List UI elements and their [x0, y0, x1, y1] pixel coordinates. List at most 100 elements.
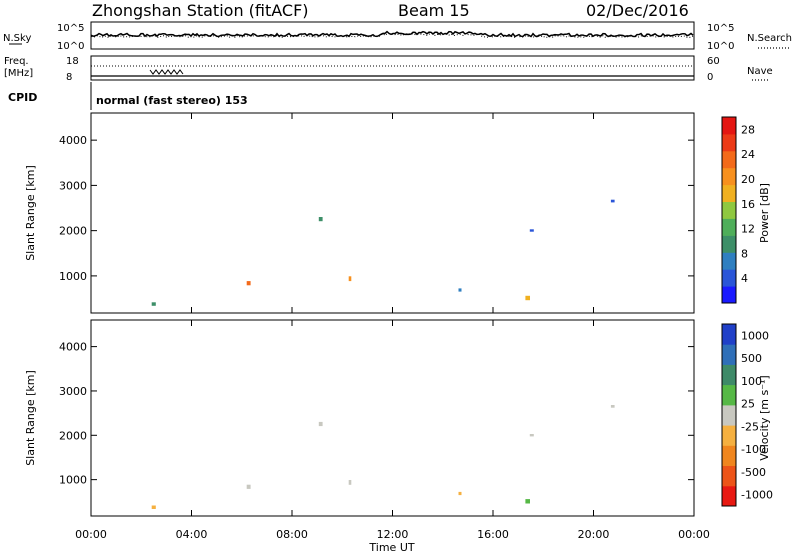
colorbar-tick-label: -500 [741, 466, 766, 479]
x-tick-label: 04:00 [176, 528, 208, 541]
colorbar-tick-label: 20 [741, 173, 755, 186]
velocity-panel: 1000 2000 3000 4000 Slant Range [km] 1000 50… [24, 319, 773, 517]
velocity-ylabel: Slant Range [km] [24, 370, 37, 466]
colorbar-swatch [722, 133, 736, 152]
nave-tick-top: 60 [707, 56, 720, 67]
velocity-y-axis: 1000 2000 3000 4000 [59, 341, 694, 487]
velocity-heatmap-cells [151, 405, 615, 509]
y-tick-label: 2000 [59, 429, 87, 442]
nave-label: Nave [747, 66, 773, 77]
colorbar-tick-label: 1000 [741, 329, 769, 342]
power-ylabel: Slant Range [km] [24, 165, 37, 261]
velocity-colorbar: 1000 500 100 25 -25 -100 -500 -1000 [721, 323, 773, 507]
x-axis-label: Time UT [368, 541, 414, 554]
colorbar-swatch [722, 150, 736, 169]
colorbar-tick-label: 24 [741, 148, 755, 161]
y-tick-label: 2000 [59, 225, 87, 238]
beam-label: Beam 15 [398, 1, 470, 20]
colorbar-swatch [722, 286, 736, 304]
cpid-row: CPID normal (fast stereo) 153 [8, 82, 248, 110]
power-colorbar: 4 8 12 16 20 24 28 [721, 116, 755, 304]
colorbar-tick-label: 25 [741, 398, 755, 411]
nave-tick-bottom: 0 [707, 72, 713, 83]
heatmap-cell [458, 491, 462, 496]
noise-tick-left-top: 10^5 [57, 23, 84, 34]
colorbar-swatch [722, 218, 736, 236]
heatmap-cell [529, 434, 534, 437]
date-label: 02/Dec/2016 [586, 1, 689, 20]
colorbar-swatch [722, 201, 736, 219]
y-tick-label: 1000 [59, 474, 87, 487]
heatmap-cell [610, 405, 615, 408]
heatmap-cell [529, 229, 534, 232]
colorbar-tick-label: 100 [741, 375, 762, 388]
heatmap-cell [151, 302, 156, 306]
colorbar-swatch [722, 235, 736, 253]
freq-tick-bottom: 8 [66, 72, 72, 83]
colorbar-swatch [722, 252, 736, 270]
colorbar-swatch [722, 344, 736, 365]
x-tick-label: 12:00 [377, 528, 409, 541]
velocity-colorbar-label: Velocity [m s⁻¹] [758, 375, 771, 460]
cpid-value: normal (fast stereo) 153 [96, 94, 248, 107]
heatmap-cell [610, 199, 615, 203]
colorbar-tick-label: 500 [741, 352, 762, 365]
y-tick-label: 3000 [59, 179, 87, 192]
power-heatmap-cells [151, 199, 615, 306]
y-tick-label: 3000 [59, 385, 87, 398]
y-tick-label: 4000 [59, 341, 87, 354]
x-tick-label: 00:00 [75, 528, 107, 541]
x-tick-label: 20:00 [578, 528, 610, 541]
heatmap-cell [318, 421, 323, 427]
x-tick-label: 16:00 [477, 528, 509, 541]
noise-tick-right-bottom: 10^0 [707, 41, 734, 52]
heatmap-cell [151, 505, 156, 509]
colorbar-swatch [722, 269, 736, 287]
heatmap-cell [525, 499, 530, 504]
station-title: Zhongshan Station (fitACF) [92, 1, 309, 20]
heatmap-cell [348, 276, 352, 282]
velocity-x-ticks [90, 320, 695, 516]
colorbar-swatch [722, 485, 736, 507]
colorbar-swatch [722, 364, 736, 386]
nsearch-label: N.Search [747, 33, 792, 44]
colorbar-swatch [722, 384, 736, 406]
power-x-ticks [90, 113, 695, 313]
colorbar-tick-label: 12 [741, 223, 755, 236]
heatmap-cell [525, 295, 530, 301]
colorbar-tick-label: 8 [741, 247, 748, 260]
heatmap-cell [246, 484, 251, 489]
colorbar-swatch [722, 184, 736, 202]
colorbar-tick-label: -100 [741, 443, 766, 456]
heatmap-cell [246, 281, 251, 286]
y-tick-label: 1000 [59, 270, 87, 283]
power-colorbar-label: Power [dB] [758, 183, 771, 243]
x-tick-label: 08:00 [276, 528, 308, 541]
colorbar-swatch [722, 324, 736, 345]
nsky-label: N.Sky [3, 33, 31, 44]
x-tick-label: 00:00 [678, 528, 710, 541]
colorbar-tick-label: 4 [741, 272, 748, 285]
colorbar-tick-label: 16 [741, 198, 755, 211]
power-panel: 1000 2000 3000 4000 Slant Range [km] 4 8 12 16… [24, 112, 771, 314]
noise-search-series [90, 32, 694, 39]
colorbar-swatch [722, 167, 736, 186]
colorbar-tick-label: -1000 [741, 489, 773, 502]
freq-tick-top: 18 [66, 56, 79, 67]
heatmap-cell [348, 480, 352, 485]
colorbar-swatch [722, 445, 736, 466]
colorbar-tick-label: -25 [741, 420, 759, 433]
freq-panel: Freq. [MHz] 18 8 60 0 Nave [4, 55, 773, 83]
cpid-label: CPID [8, 91, 37, 104]
freq-label: Freq. [4, 56, 29, 67]
noise-panel: N.Sky 10^5 10^0 10^5 10^0 N.Search [3, 21, 792, 52]
noise-tick-right-top: 10^5 [707, 23, 734, 34]
freq-unit-label: [MHz] [4, 68, 33, 79]
colorbar-swatch [722, 404, 736, 426]
colorbar-tick-label: 28 [741, 123, 755, 136]
power-y-axis: 1000 2000 3000 4000 [59, 134, 694, 283]
colorbar-swatch [722, 465, 736, 487]
heatmap-cell [458, 288, 462, 292]
colorbar-swatch [722, 425, 736, 446]
